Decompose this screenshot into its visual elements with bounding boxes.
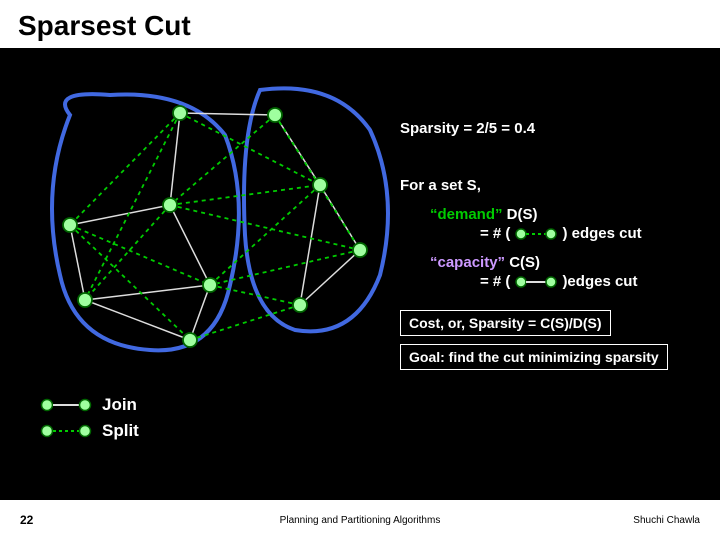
capacity-sym: C(S) bbox=[505, 254, 540, 271]
legend-split: Split bbox=[40, 421, 139, 441]
content-area: Sparsity = 2/5 = 0.4 For a set S, “deman… bbox=[0, 50, 720, 500]
sparsity-value: Sparsity = 2/5 = 0.4 bbox=[400, 120, 710, 137]
demand-eq: = # ( ) edges cut bbox=[480, 225, 710, 242]
capacity-line: “capacity” C(S) bbox=[430, 254, 710, 271]
for-set-label: For a set S, bbox=[400, 177, 710, 194]
legend-split-label: Split bbox=[102, 421, 139, 441]
demand-label: “demand” bbox=[430, 206, 503, 223]
goal-box: Goal: find the cut minimizing sparsity bbox=[400, 344, 668, 370]
legend-join: Join bbox=[40, 395, 139, 415]
demand-line: “demand” D(S) bbox=[430, 206, 710, 223]
legend-join-label: Join bbox=[102, 395, 137, 415]
capacity-eq: = # ( )edges cut bbox=[480, 273, 710, 290]
join-icon bbox=[40, 397, 92, 413]
dashed-edge-icon bbox=[514, 227, 558, 241]
footer: 22 Planning and Partitioning Algorithms … bbox=[0, 500, 720, 540]
footer-center: Planning and Partitioning Algorithms bbox=[280, 515, 441, 526]
legend: Join Split bbox=[40, 395, 139, 447]
solid-edge-icon bbox=[514, 275, 558, 289]
graph-diagram bbox=[15, 60, 395, 390]
right-panel: Sparsity = 2/5 = 0.4 For a set S, “deman… bbox=[400, 120, 710, 370]
page-number: 22 bbox=[20, 513, 33, 527]
capacity-label: “capacity” bbox=[430, 254, 505, 271]
slide-title: Sparsest Cut bbox=[18, 10, 702, 42]
cost-box: Cost, or, Sparsity = C(S)/D(S) bbox=[400, 310, 611, 336]
split-icon bbox=[40, 423, 92, 439]
footer-author: Shuchi Chawla bbox=[633, 515, 700, 526]
title-bar: Sparsest Cut bbox=[0, 0, 720, 50]
demand-sym: D(S) bbox=[503, 206, 538, 223]
